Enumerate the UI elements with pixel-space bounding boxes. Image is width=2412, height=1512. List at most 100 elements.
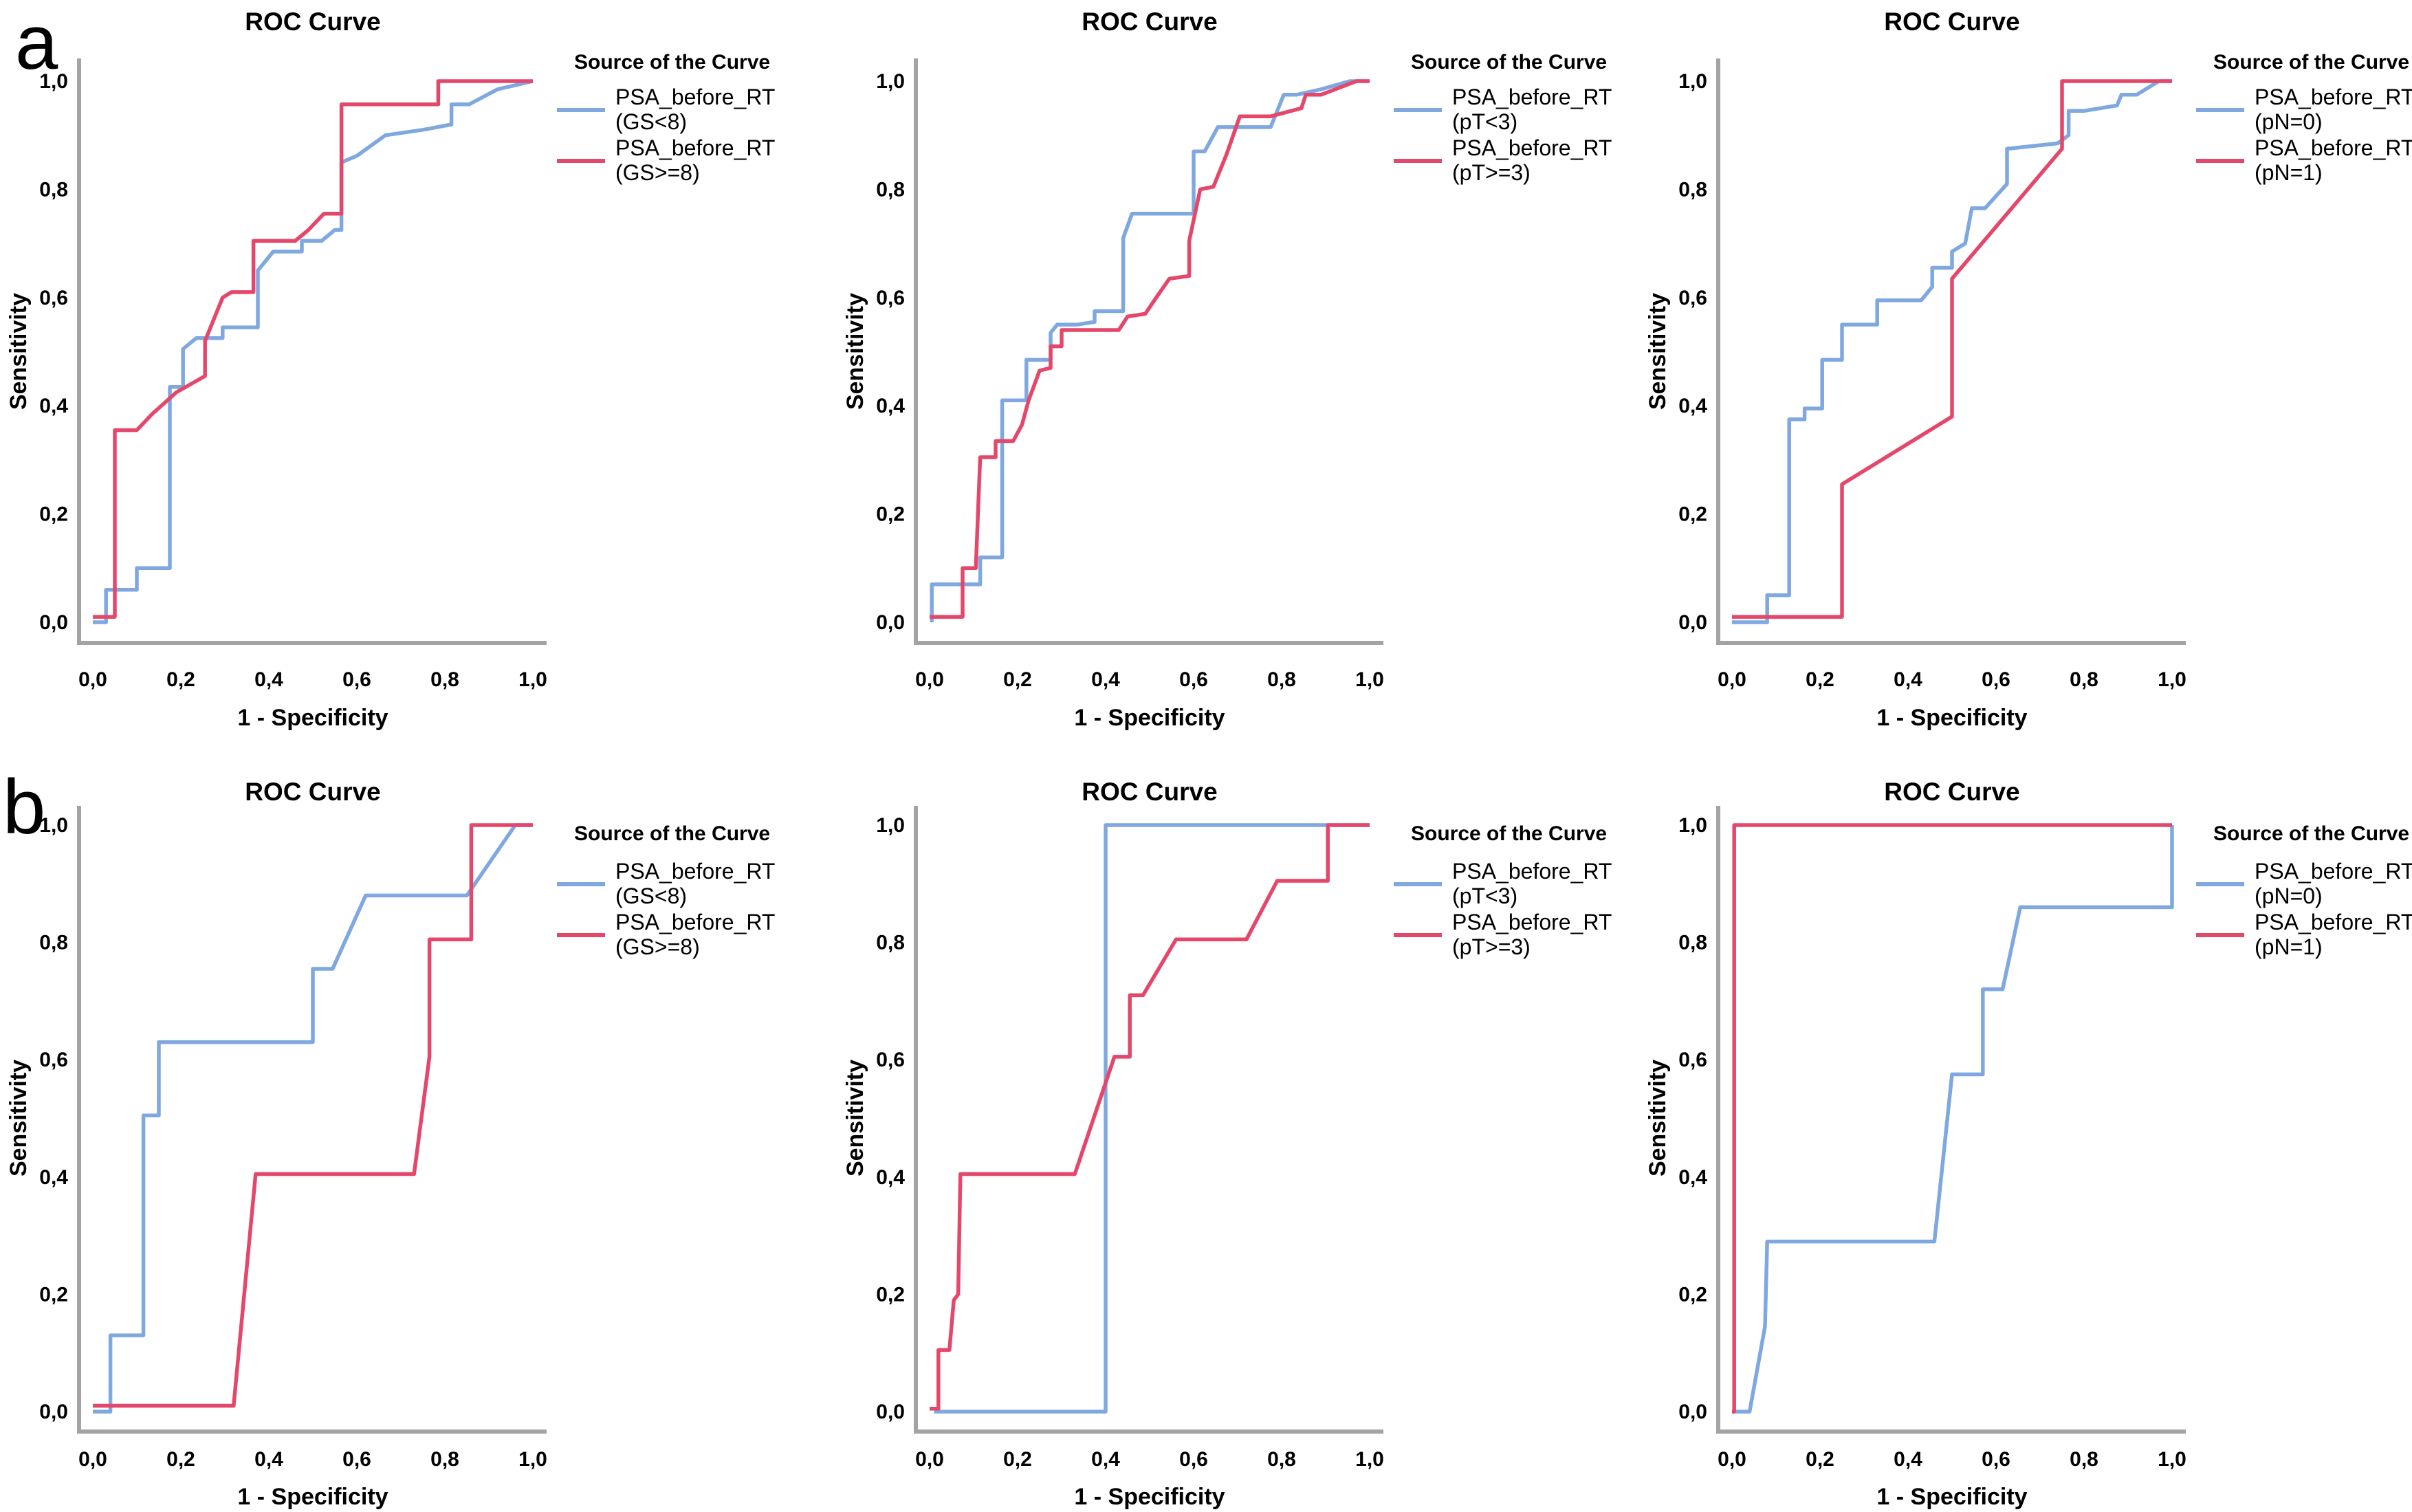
x-tick-label: 1,0 [2158, 1448, 2186, 1471]
x-tick-label: 0,0 [915, 668, 944, 691]
y-tick-label: 0,8 [1678, 178, 1707, 201]
y-tick-label: 0,4 [1678, 1166, 1707, 1189]
x-tick-label: 0,8 [430, 1448, 459, 1471]
x-tick-label: 0,4 [1091, 1448, 1120, 1471]
legend-entry-label: PSA_before_RT [615, 135, 775, 160]
y-axis-label: Sensitivity [842, 1060, 868, 1176]
y-tick-label: 0,6 [1678, 1049, 1707, 1071]
x-tick-label: 0,2 [1806, 1448, 1834, 1471]
x-axis-label: 1 - Specificity [1876, 705, 2027, 731]
legend-title: Source of the Curve [574, 822, 770, 845]
y-tick-label: 0,6 [39, 287, 68, 309]
x-tick-label: 0,2 [166, 1448, 195, 1471]
x-tick-label: 1,0 [1355, 668, 1384, 691]
roc-curve-blue [930, 79, 1370, 622]
y-tick-label: 0,4 [1678, 395, 1707, 417]
legend-entry-label: (pN=0) [2255, 884, 2323, 908]
x-axis-label: 1 - Specificity [237, 1484, 388, 1510]
legend-entry-label: (pN=0) [2255, 109, 2323, 134]
y-tick-label: 0,0 [1678, 1401, 1707, 1423]
x-tick-label: 0,6 [342, 1448, 371, 1471]
panel-label-b: b [3, 764, 46, 850]
y-tick-label: 1,0 [1678, 814, 1707, 837]
x-tick-label: 0,4 [1091, 668, 1120, 691]
y-tick-label: 1,0 [39, 814, 68, 837]
legend-entry-label: PSA_before_RT [615, 85, 775, 109]
y-tick-label: 0,4 [876, 395, 905, 417]
roc-panel-a3: ROC Curve 0,0 0,0 0,2 0,2 0,4 0,4 0,6 0,6 0,8 0,8 1… [1645, 8, 2412, 731]
x-tick-label: 0,2 [1003, 668, 1032, 691]
legend-entry-label: (pT<3) [1452, 109, 1517, 134]
chart-title: ROC Curve [1884, 8, 2019, 36]
x-tick-label: 0,2 [1806, 668, 1834, 691]
y-tick-label: 0,2 [876, 503, 905, 526]
x-tick-label: 1,0 [2158, 668, 2186, 691]
y-axis-label: Sensitivity [6, 293, 32, 410]
legend-title: Source of the Curve [1411, 822, 1607, 845]
axis-frame [1716, 58, 2186, 645]
y-tick-label: 0,8 [39, 178, 68, 201]
y-axis-label: Sensitivity [6, 1060, 32, 1176]
y-tick-label: 0,8 [876, 932, 905, 954]
y-tick-label: 0,6 [39, 1049, 68, 1071]
roc-curve-blue [1732, 79, 2172, 624]
x-tick-label: 0,2 [166, 668, 195, 691]
panel-label-a: a [15, 0, 58, 85]
y-axis-label: Sensitivity [1645, 1060, 1671, 1176]
chart-title: ROC Curve [1082, 8, 1217, 36]
legend-entry-label: (pT>=3) [1452, 934, 1531, 959]
y-axis-label: Sensitivity [1645, 293, 1671, 410]
roc-panel-b3: ROC Curve 0,0 0,0 0,2 0,2 0,4 0,4 0,6 0,6 0,8 0,8 1… [1645, 778, 2412, 1510]
legend-title: Source of the Curve [2213, 822, 2409, 845]
x-tick-label: 0,2 [1003, 1448, 1032, 1471]
y-tick-label: 0,2 [39, 1283, 68, 1306]
roc-curve-red [1732, 823, 2172, 1414]
x-tick-label: 0,6 [342, 668, 371, 691]
x-tick-label: 0,4 [254, 668, 283, 691]
legend-entry-label: (pN=1) [2255, 934, 2323, 959]
y-tick-label: 0,6 [876, 1049, 905, 1071]
y-tick-label: 0,0 [876, 1401, 905, 1423]
legend-entry-label: PSA_before_RT [2255, 859, 2412, 884]
legend-entry-label: PSA_before_RT [1452, 859, 1612, 884]
legend-entry-label: PSA_before_RT [2255, 85, 2412, 109]
x-tick-label: 0,6 [1982, 1448, 2010, 1471]
roc-curve-blue [934, 823, 1370, 1414]
x-tick-label: 0,8 [2070, 668, 2098, 691]
legend-entry-label: PSA_before_RT [2255, 910, 2412, 934]
x-axis-label: 1 - Specificity [1876, 1484, 2027, 1510]
roc-panel-a2: ROC Curve 0,0 0,0 0,2 0,2 0,4 0,4 0,6 0,6 0,8 0,8 1… [842, 8, 1612, 731]
y-tick-label: 1,0 [876, 814, 905, 837]
y-tick-label: 1,0 [1678, 70, 1707, 93]
x-tick-label: 0,8 [2070, 1448, 2098, 1471]
x-tick-label: 0,6 [1179, 668, 1208, 691]
legend-entry-label: (pT<3) [1452, 884, 1517, 908]
y-tick-label: 0,4 [876, 1166, 905, 1189]
legend-entry-label: PSA_before_RT [2255, 135, 2412, 160]
x-tick-label: 0,6 [1982, 668, 2010, 691]
x-tick-label: 1,0 [518, 668, 547, 691]
y-tick-label: 0,4 [39, 395, 68, 417]
chart-title: ROC Curve [1884, 778, 2019, 806]
legend-entry-label: (GS<8) [615, 109, 687, 134]
y-tick-label: 0,6 [876, 287, 905, 309]
legend-entry-label: (GS<8) [615, 884, 687, 908]
x-tick-label: 0,6 [1179, 1448, 1208, 1471]
axis-frame [914, 58, 1383, 645]
y-tick-label: 0,2 [1678, 503, 1707, 526]
y-tick-label: 1,0 [39, 70, 68, 93]
y-tick-label: 0,4 [39, 1166, 68, 1189]
legend-entry-label: PSA_before_RT [615, 910, 775, 934]
x-tick-label: 0,4 [1894, 1448, 1922, 1471]
roc-curve-red [1732, 79, 2172, 619]
y-tick-label: 0,0 [39, 1401, 68, 1423]
y-tick-label: 0,2 [1678, 1283, 1707, 1306]
legend-entry-label: PSA_before_RT [1452, 910, 1612, 934]
x-axis-label: 1 - Specificity [1074, 705, 1225, 731]
legend-entry-label: PSA_before_RT [1452, 85, 1612, 109]
chart-title: ROC Curve [245, 8, 380, 36]
roc-panel-b2: ROC Curve 0,0 0,0 0,2 0,2 0,4 0,4 0,6 0,6 0,8 0,8 1… [842, 778, 1612, 1510]
x-tick-label: 0,0 [915, 1448, 944, 1471]
x-tick-label: 0,0 [78, 1448, 107, 1471]
y-tick-label: 0,0 [1678, 611, 1707, 634]
